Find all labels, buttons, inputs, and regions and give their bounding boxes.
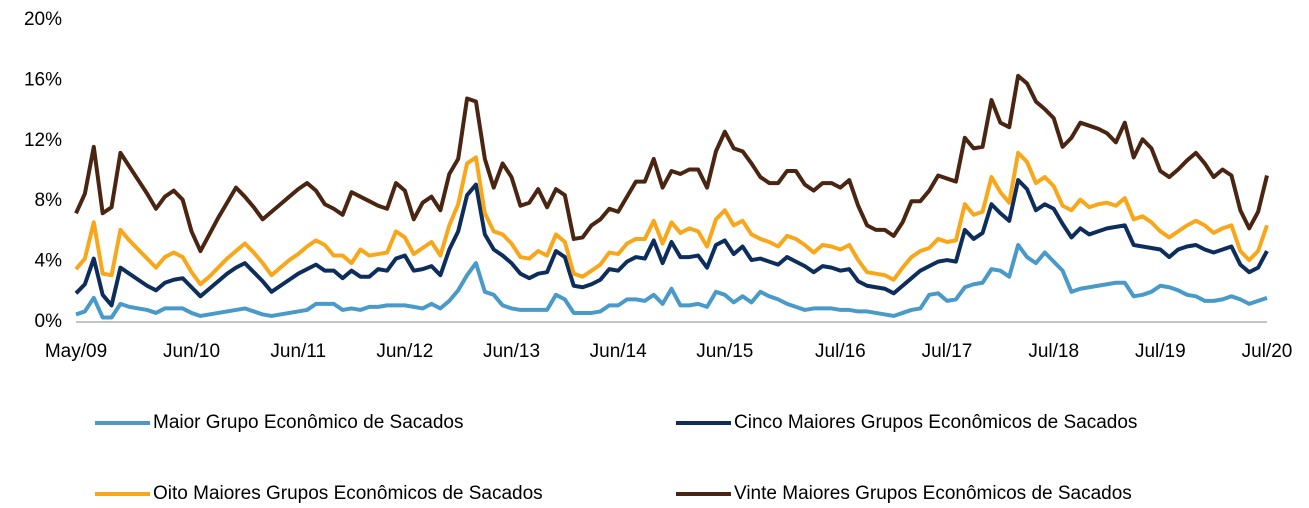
series-line	[74, 150, 1269, 287]
legend-label: Cinco Maiores Grupos Econômicos de Sacad…	[734, 412, 1137, 433]
y-tick-label: 0%	[35, 311, 63, 332]
y-tick-label: 20%	[24, 9, 62, 30]
y-tick-label: 4%	[35, 251, 63, 272]
legend-label: Oito Maiores Grupos Econômicos de Sacado…	[153, 483, 543, 504]
y-tick-label: 16%	[24, 69, 62, 90]
x-tick-label: Jul/19	[1135, 341, 1186, 362]
x-tick-label: Jun/12	[376, 341, 433, 362]
y-tick-label: 12%	[24, 130, 62, 151]
y-tick-label: 8%	[35, 190, 63, 211]
x-tick-label: Jul/17	[922, 341, 973, 362]
x-tick-label: Jun/15	[696, 341, 753, 362]
legend-label: Vinte Maiores Grupos Econômicos de Sacad…	[734, 483, 1132, 504]
series-line	[74, 178, 1269, 308]
x-tick-label: Jun/13	[483, 341, 540, 362]
legend-label: Maior Grupo Econômico de Sacados	[153, 412, 464, 433]
series-line	[75, 242, 1268, 320]
x-tick-label: Jun/11	[270, 341, 326, 362]
x-tick-label: Jul/16	[815, 341, 866, 362]
x-tick-label: Jun/14	[590, 341, 647, 362]
series-line	[74, 73, 1269, 254]
x-tick-label: Jun/10	[163, 341, 220, 362]
x-tick-label: Jul/20	[1242, 341, 1293, 362]
x-tick-label: Jul/18	[1028, 341, 1079, 362]
x-tick-label: May/09	[45, 341, 107, 362]
